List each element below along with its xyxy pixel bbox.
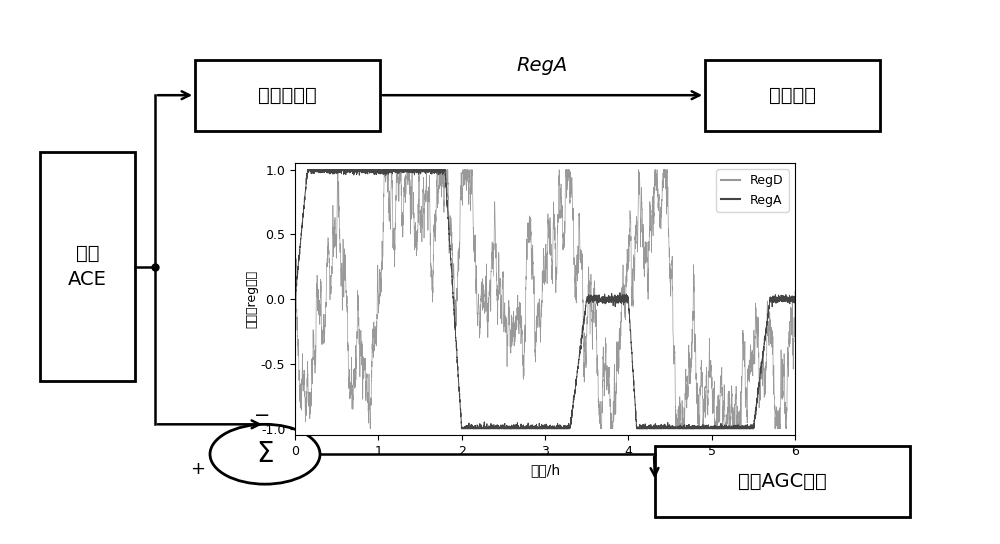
Bar xyxy=(655,446,910,517)
X-axis label: 时间/h: 时间/h xyxy=(530,463,560,478)
Text: RegD: RegD xyxy=(461,415,514,434)
RegA xyxy=(589,292,601,299)
RegA xyxy=(380,166,392,173)
RegD xyxy=(380,166,392,173)
Bar xyxy=(705,60,880,131)
Bar xyxy=(40,152,135,381)
Text: −: − xyxy=(254,406,270,425)
Text: 原始
ACE: 原始 ACE xyxy=(68,244,107,289)
RegD xyxy=(480,271,492,277)
Text: 常规机组: 常规机组 xyxy=(769,86,816,104)
RegA xyxy=(662,425,674,432)
Y-axis label: 归一化reg信号: 归一化reg信号 xyxy=(245,270,258,328)
Line: RegD: RegD xyxy=(295,170,795,429)
RegD xyxy=(589,295,601,301)
RegA xyxy=(455,425,467,432)
Text: 低通滤波器: 低通滤波器 xyxy=(258,86,317,104)
RegD xyxy=(332,166,344,173)
RegD xyxy=(289,296,301,302)
RegD xyxy=(700,379,712,386)
RegA xyxy=(289,298,301,304)
RegA xyxy=(614,300,626,306)
Text: RegA: RegA xyxy=(517,55,568,75)
RegD xyxy=(614,332,626,339)
Legend: RegD, RegA: RegD, RegA xyxy=(716,169,789,212)
RegD xyxy=(789,288,801,294)
Text: 快速AGC资源: 快速AGC资源 xyxy=(738,472,827,491)
RegA xyxy=(302,166,314,173)
Line: RegA: RegA xyxy=(295,170,795,429)
Text: $\Sigma$: $\Sigma$ xyxy=(256,440,274,468)
RegA xyxy=(480,423,492,429)
RegD xyxy=(662,215,674,222)
Bar xyxy=(195,60,380,131)
RegA xyxy=(700,424,712,431)
RegA xyxy=(789,295,801,301)
Circle shape xyxy=(210,424,320,484)
Text: +: + xyxy=(190,460,206,478)
RegD xyxy=(364,425,376,432)
